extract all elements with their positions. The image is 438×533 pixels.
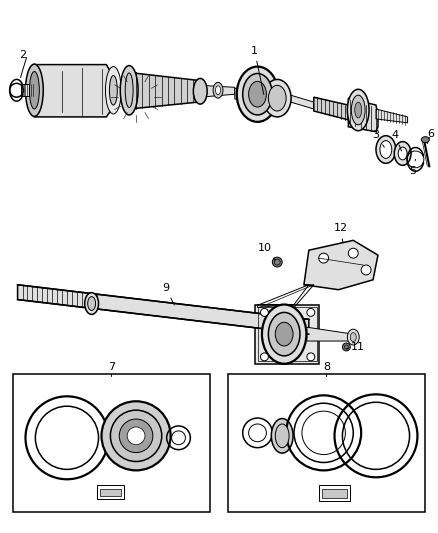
Text: 2: 2 xyxy=(19,50,26,60)
Bar xyxy=(319,485,350,501)
Circle shape xyxy=(102,401,171,471)
Ellipse shape xyxy=(262,304,306,364)
Ellipse shape xyxy=(350,333,356,342)
Ellipse shape xyxy=(215,86,220,95)
Circle shape xyxy=(319,253,328,263)
Circle shape xyxy=(119,419,153,453)
Ellipse shape xyxy=(249,82,266,107)
Polygon shape xyxy=(129,72,198,109)
Ellipse shape xyxy=(106,67,121,114)
Polygon shape xyxy=(18,285,309,334)
Polygon shape xyxy=(348,98,378,132)
Ellipse shape xyxy=(193,78,207,104)
Polygon shape xyxy=(307,327,353,341)
Ellipse shape xyxy=(421,136,429,143)
Text: 8: 8 xyxy=(323,362,330,377)
Text: 3: 3 xyxy=(372,130,384,147)
Polygon shape xyxy=(376,109,408,123)
Text: 7: 7 xyxy=(108,362,115,377)
Polygon shape xyxy=(30,64,117,117)
Ellipse shape xyxy=(125,73,133,108)
Ellipse shape xyxy=(243,74,272,115)
Polygon shape xyxy=(254,304,319,364)
Circle shape xyxy=(127,427,145,445)
Bar xyxy=(228,374,425,512)
Ellipse shape xyxy=(275,424,289,448)
Circle shape xyxy=(110,410,162,462)
Polygon shape xyxy=(21,84,34,96)
Circle shape xyxy=(274,259,280,265)
Polygon shape xyxy=(200,85,235,97)
Circle shape xyxy=(261,353,268,361)
Circle shape xyxy=(261,309,268,317)
Ellipse shape xyxy=(213,83,223,98)
Circle shape xyxy=(361,265,371,275)
Circle shape xyxy=(344,345,348,349)
Ellipse shape xyxy=(268,85,286,111)
Ellipse shape xyxy=(398,147,407,160)
Circle shape xyxy=(307,353,315,361)
Ellipse shape xyxy=(376,136,396,163)
Circle shape xyxy=(343,343,350,351)
Ellipse shape xyxy=(355,102,362,118)
Ellipse shape xyxy=(88,296,95,310)
Bar xyxy=(96,485,124,499)
Ellipse shape xyxy=(275,322,293,346)
Ellipse shape xyxy=(380,141,392,158)
Circle shape xyxy=(307,309,315,317)
Ellipse shape xyxy=(29,71,39,109)
Text: 1: 1 xyxy=(251,46,264,94)
Ellipse shape xyxy=(85,293,99,314)
Ellipse shape xyxy=(347,89,369,131)
Text: 4: 4 xyxy=(391,130,402,151)
Bar xyxy=(99,489,121,496)
Bar xyxy=(321,489,347,498)
Ellipse shape xyxy=(120,66,138,115)
Polygon shape xyxy=(284,93,314,109)
Polygon shape xyxy=(314,97,348,120)
Polygon shape xyxy=(235,88,258,99)
Ellipse shape xyxy=(263,79,291,117)
Ellipse shape xyxy=(25,64,43,116)
Ellipse shape xyxy=(110,76,117,105)
Circle shape xyxy=(348,248,358,258)
Polygon shape xyxy=(304,240,378,290)
Text: 10: 10 xyxy=(258,243,276,260)
Ellipse shape xyxy=(351,95,365,125)
Text: 9: 9 xyxy=(162,282,174,305)
Ellipse shape xyxy=(271,418,293,453)
Text: 11: 11 xyxy=(346,342,365,352)
Circle shape xyxy=(272,257,282,267)
Bar xyxy=(13,374,210,512)
Text: 5: 5 xyxy=(409,159,416,176)
Ellipse shape xyxy=(237,67,278,122)
Ellipse shape xyxy=(347,329,359,345)
Ellipse shape xyxy=(394,142,411,165)
Text: 6: 6 xyxy=(427,128,434,139)
Text: 12: 12 xyxy=(333,223,347,243)
Ellipse shape xyxy=(268,312,300,356)
